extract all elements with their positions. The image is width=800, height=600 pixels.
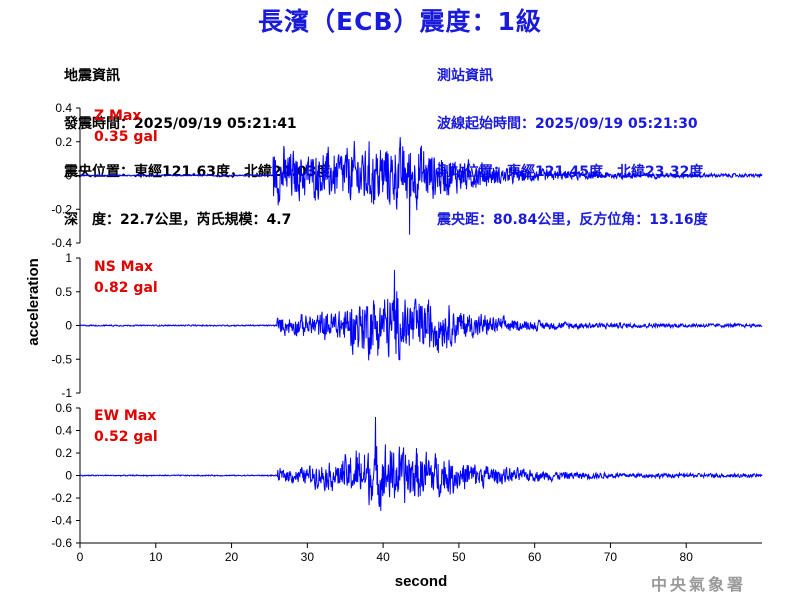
y-tick-label: 0.2 xyxy=(55,446,72,460)
y-tick-label: 0 xyxy=(65,469,72,483)
epicentral-distance: 震央距：80.84公里，反方位角：13.16度 xyxy=(437,212,708,228)
quake-info-block: 地震資訊 發震時間：2025/09/19 05:21:41 震央位置：東經121… xyxy=(64,36,330,244)
x-tick-label: 80 xyxy=(680,550,694,564)
x-axis-title: second xyxy=(395,573,448,590)
ew-max-value: 0.52 gal xyxy=(94,429,158,445)
x-tick-label: 30 xyxy=(301,550,315,564)
y-tick-label: -0.5 xyxy=(51,352,72,366)
agency-watermark: 中央氣象署 xyxy=(650,575,746,594)
y-tick-label: -0.2 xyxy=(51,491,72,505)
ew-max-title: EW Max xyxy=(94,408,157,424)
panel-ns: 1 0.5 0 -0.5 -1 xyxy=(51,251,763,400)
waveform-ew xyxy=(79,416,763,511)
wave-start-time: 波線起始時間：2025/09/19 05:21:30 xyxy=(437,116,698,132)
waveform-ns xyxy=(79,270,763,361)
y-tick-label: -0.4 xyxy=(51,236,72,250)
ew-max-label: EW Max 0.52 gal xyxy=(94,406,158,448)
ns-max-value: 0.82 gal xyxy=(94,280,158,296)
y-tick-label: -0.4 xyxy=(51,514,72,528)
station-info-heading: 測站資訊 xyxy=(437,68,493,84)
origin-time: 發震時間：2025/09/19 05:21:41 xyxy=(64,116,297,132)
y-tick-label: 0 xyxy=(65,319,72,333)
waveform-z xyxy=(80,137,763,235)
panel-z: 0.4 0.2 0 -0.2 -0.4 xyxy=(51,101,763,250)
x-tick-label: 60 xyxy=(528,550,542,564)
page-title: 長濱（ECB）震度：1級 xyxy=(258,7,542,36)
depth-magnitude: 深 度：22.7公里，芮氏規模：4.7 xyxy=(64,212,292,228)
x-tick-label: 70 xyxy=(604,550,618,564)
x-tick-label: 20 xyxy=(225,550,239,564)
ns-max-title: NS Max xyxy=(94,259,154,275)
x-tick-label: 40 xyxy=(376,550,390,564)
y-tick-label: 0 xyxy=(65,169,72,183)
y-tick-label: 1 xyxy=(65,251,72,265)
z-max-label: Z Max 0.35 gal xyxy=(94,106,158,148)
y-tick-label: 0.2 xyxy=(55,135,72,149)
y-tick-label: 0.5 xyxy=(55,285,72,299)
y-tick-label: 0.4 xyxy=(55,101,72,115)
x-tick-label: 10 xyxy=(149,550,163,564)
y-tick-label: -0.2 xyxy=(51,202,72,216)
y-axis-title: acceleration xyxy=(25,258,42,346)
x-tick-label: 0 xyxy=(77,550,84,564)
x-tick-label: 50 xyxy=(452,550,466,564)
panel-ew: 0.6 0.4 0.2 0 -0.2 -0.4 -0.6 xyxy=(51,401,763,550)
y-tick-label: -0.6 xyxy=(51,536,72,550)
z-max-title: Z Max xyxy=(94,108,142,124)
y-tick-label: 0.4 xyxy=(55,424,72,438)
z-max-value: 0.35 gal xyxy=(94,129,158,145)
ns-max-label: NS Max 0.82 gal xyxy=(94,257,158,299)
y-tick-label: -1 xyxy=(61,386,72,400)
y-tick-label: 0.6 xyxy=(55,401,72,415)
station-info-block: 測站資訊 波線起始時間：2025/09/19 05:21:30 測站位置：東經1… xyxy=(437,36,708,244)
quake-info-heading: 地震資訊 xyxy=(64,68,120,84)
